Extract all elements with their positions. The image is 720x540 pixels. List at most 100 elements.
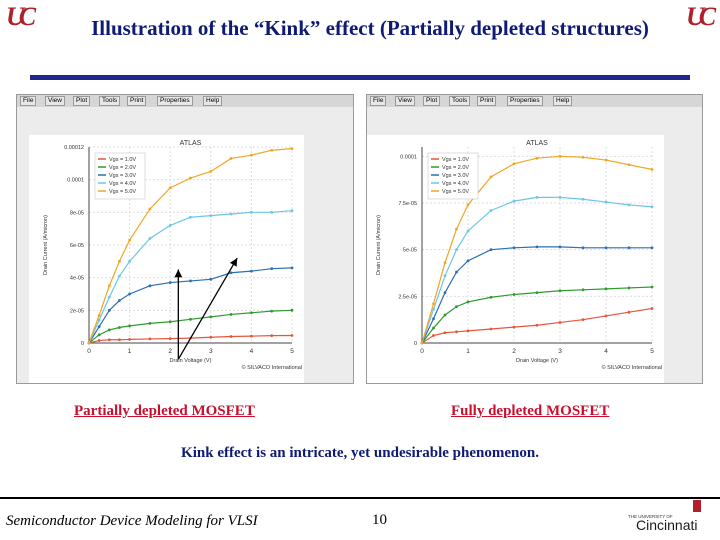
data-point — [443, 313, 447, 317]
y-axis-label: Drain Current (A/micron) — [376, 215, 382, 275]
kink-plot: ATLAS 0 1 2 3 4 5 0 2e-05 4e-05 6e-05 8e-05 0.0001 0.… — [17, 107, 353, 383]
y-tick-label: 0.00012 — [64, 145, 84, 151]
menu-properties[interactable]: Properties — [157, 96, 193, 106]
data-point — [650, 246, 654, 250]
data-point — [87, 341, 91, 345]
legend-entry: Vgs = 1.0V — [442, 157, 469, 163]
data-point — [270, 309, 274, 313]
data-point — [512, 199, 516, 203]
data-point — [118, 274, 121, 278]
data-point — [209, 277, 213, 281]
footer-divider — [0, 497, 720, 499]
y-tick-label: 2.5e-05 — [398, 294, 417, 300]
menu-help[interactable]: Help — [203, 96, 223, 106]
menu-view[interactable]: View — [45, 96, 65, 106]
menu-file[interactable]: File — [20, 96, 37, 106]
data-point — [558, 154, 562, 158]
data-point — [209, 315, 213, 319]
data-point — [558, 321, 562, 324]
data-point — [455, 270, 458, 274]
legend-entry: Vgs = 2.0V — [442, 165, 469, 171]
menu-help[interactable]: Help — [553, 96, 573, 106]
menu-print[interactable]: Print — [477, 96, 497, 106]
menu-plot[interactable]: Plot — [73, 96, 91, 106]
data-point — [443, 331, 447, 335]
university-wordmark: Cincinnati — [636, 517, 698, 533]
fully-depleted-label: Fully depleted MOSFET — [451, 403, 610, 419]
uc-logo: UC — [686, 2, 716, 31]
y-tick-label: 0.0001 — [400, 154, 417, 160]
x-tick-label: 1 — [466, 348, 470, 355]
data-point — [189, 279, 192, 283]
data-point — [558, 245, 562, 249]
data-point — [535, 196, 539, 199]
y-tick-label: 7.5e-05 — [398, 201, 417, 207]
data-point — [97, 318, 101, 322]
data-point — [604, 200, 608, 204]
data-point — [604, 158, 608, 162]
data-point — [189, 215, 192, 219]
data-point — [107, 308, 111, 312]
data-point — [443, 291, 447, 294]
data-point — [189, 176, 192, 180]
data-point — [558, 289, 562, 293]
data-point — [290, 209, 294, 213]
menu-print[interactable]: Print — [127, 96, 147, 106]
data-point — [535, 291, 539, 294]
data-point — [581, 288, 585, 292]
menu-tools[interactable]: Tools — [99, 96, 121, 106]
data-point — [128, 292, 131, 296]
data-point — [209, 335, 213, 339]
menu-view[interactable]: View — [395, 96, 415, 106]
data-point — [627, 203, 631, 207]
data-point — [148, 284, 152, 288]
x-tick-label: 5 — [290, 348, 294, 355]
data-point — [489, 295, 493, 299]
x-tick-label: 0 — [420, 348, 424, 355]
data-point — [535, 245, 539, 249]
legend-entry: Vgs = 5.0V — [442, 189, 469, 195]
footer-course: Semiconductor Device Modeling for VLSI — [6, 513, 258, 529]
page-number: 10 — [372, 512, 387, 528]
x-tick-label: 3 — [558, 348, 562, 355]
fd-plot: ATLAS 0 1 2 3 4 5 0 2.5e-05 5e-05 7.5e-05 0.0001 Dra… — [367, 107, 702, 383]
data-point — [627, 310, 631, 314]
data-point — [250, 210, 253, 214]
legend-entry: Vgs = 3.0V — [109, 173, 136, 179]
data-point — [168, 186, 172, 190]
data-point — [229, 212, 233, 216]
data-point — [650, 307, 654, 310]
plot-window-partially-depleted: File View Plot Tools Print Properties Help ATL… — [16, 94, 354, 384]
data-point — [148, 237, 152, 240]
data-point — [443, 261, 447, 265]
data-point — [581, 318, 585, 322]
data-point — [627, 246, 631, 250]
legend-entry: Vgs = 3.0V — [442, 173, 469, 179]
data-point — [118, 338, 121, 342]
data-point — [650, 285, 654, 289]
data-point — [512, 246, 516, 250]
x-tick-label: 3 — [209, 348, 213, 355]
data-point — [466, 203, 470, 207]
y-tick-label: 8e-05 — [70, 210, 84, 216]
data-point — [581, 246, 585, 250]
menu-properties[interactable]: Properties — [507, 96, 543, 106]
data-point — [466, 329, 470, 333]
data-point — [290, 308, 294, 312]
data-point — [118, 299, 121, 302]
page-title: Illustration of the “Kink” effect (Parti… — [91, 16, 649, 40]
legend-entry: Vgs = 1.0V — [109, 157, 136, 163]
x-tick-label: 4 — [250, 348, 254, 355]
menu-tools[interactable]: Tools — [449, 96, 471, 106]
data-point — [581, 155, 585, 159]
data-point — [128, 259, 131, 263]
data-point — [168, 281, 172, 284]
title-divider — [30, 75, 690, 80]
data-point — [420, 341, 424, 345]
data-point — [229, 157, 233, 160]
data-point — [489, 175, 493, 179]
menu-file[interactable]: File — [370, 96, 387, 106]
x-axis-label: Drain Voltage (V) — [170, 358, 212, 364]
plot-frame — [367, 135, 664, 383]
menu-plot[interactable]: Plot — [423, 96, 441, 106]
